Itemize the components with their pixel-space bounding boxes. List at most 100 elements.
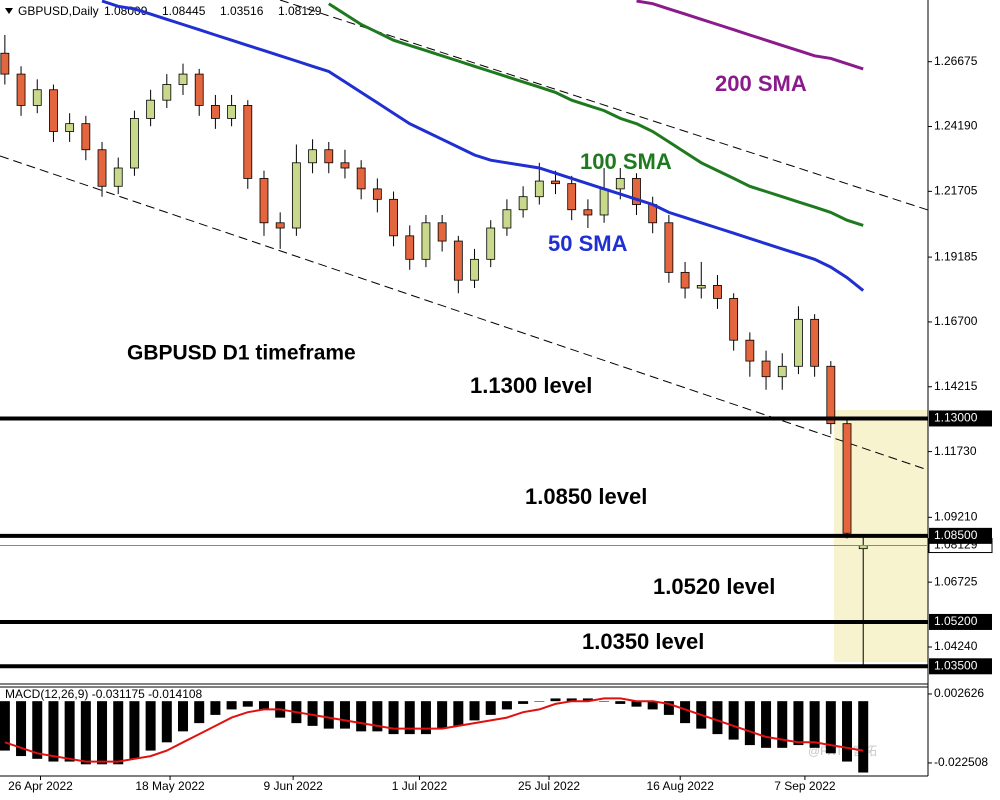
menu-triangle[interactable] [5, 8, 13, 14]
macd-bar [663, 701, 674, 715]
macd-bar [356, 701, 367, 732]
candle-body [32, 89, 42, 106]
macd-bar [113, 701, 124, 765]
level-annotation: 1.0350 level [582, 629, 704, 654]
candle-body [227, 104, 236, 119]
timeframe-label: GBPUSD D1 timeframe [127, 342, 356, 365]
macd-bar [793, 701, 804, 746]
macd-bar [842, 701, 853, 762]
candle-body [49, 89, 58, 132]
candle-body [810, 318, 820, 367]
y-tick-label: 1.11730 [934, 444, 977, 458]
macd-bar [210, 701, 221, 715]
candle-body [502, 209, 512, 229]
candle-body [259, 178, 269, 224]
macd-bar [485, 701, 496, 715]
x-tick-label: 26 Apr 2022 [8, 779, 73, 793]
y-tick-label: 1.06725 [934, 574, 978, 588]
level-axis-label: 1.13000 [934, 411, 978, 425]
macd-bar [97, 701, 108, 765]
macd-bar [372, 701, 383, 732]
macd-bar [777, 701, 788, 748]
level-axis-label: 1.03500 [934, 658, 978, 672]
macd-bar [728, 701, 739, 740]
macd-title: MACD(12,26,9) -0.031175 -0.014108 [5, 687, 203, 701]
macd-bar [16, 701, 27, 757]
y-tick-label: 0.002626 [934, 686, 984, 700]
macd-bar [339, 701, 350, 729]
candle-body [486, 227, 496, 260]
y-tick-label: -0.022508 [934, 755, 988, 769]
macd-bar [566, 698, 577, 702]
macd-bar [550, 698, 561, 702]
macd-bar [761, 701, 772, 748]
candle-body [356, 167, 366, 190]
level-box [929, 527, 992, 544]
candle-body [97, 149, 107, 187]
y-tick-label: 1.16700 [934, 314, 978, 328]
level-annotation: 1.1300 level [470, 373, 592, 398]
candle-body [794, 318, 803, 367]
candle-body [130, 118, 139, 169]
level-axis-label: 1.05200 [934, 614, 978, 628]
sma-label: 200 SMA [715, 71, 807, 96]
candle-body [275, 222, 285, 229]
candle-body [291, 162, 301, 229]
candle-body [308, 149, 317, 164]
candle-body [162, 84, 172, 101]
candle-body [567, 183, 577, 211]
candle-body [324, 149, 334, 164]
level-annotation: 1.0520 level [653, 574, 775, 599]
candle-body [713, 285, 722, 299]
candle-body [453, 240, 463, 281]
sma-line [636, 0, 864, 71]
candle-body [696, 285, 706, 289]
level-box [929, 658, 992, 675]
sma-label: 50 SMA [548, 231, 628, 256]
macd-bar [744, 701, 755, 746]
level-axis-label: 1.08500 [934, 528, 978, 542]
candle-body [615, 178, 625, 190]
macd-bar [0, 701, 10, 751]
x-tick-label: 25 Jul 2022 [518, 779, 580, 793]
candle-body [178, 73, 188, 85]
header-value: 1.03516 [220, 4, 264, 18]
macd-bar [194, 701, 205, 724]
candle-body [680, 271, 690, 289]
macd-bar [453, 701, 464, 726]
candle-body [470, 258, 479, 281]
header-value: 1.08445 [162, 4, 206, 18]
macd-bar [64, 701, 75, 762]
macd-bar [809, 701, 820, 748]
x-tick-label: 16 Aug 2022 [647, 779, 715, 793]
macd-bar [582, 698, 593, 702]
macd-bar [501, 701, 512, 710]
symbol: GBPUSD,Daily [18, 4, 99, 18]
y-tick-label: 1.24190 [934, 119, 978, 133]
x-tick-label: 1 Jul 2022 [392, 779, 448, 793]
candle-body [534, 180, 544, 198]
y-tick-label: 1.26675 [934, 54, 978, 68]
candle-body [405, 235, 415, 260]
y-tick-label: 1.09210 [934, 510, 978, 524]
candle-body [745, 339, 755, 362]
candle-body [729, 298, 739, 341]
macd-bar [404, 701, 415, 735]
candle-body [243, 104, 253, 179]
x-tick-label: 18 May 2022 [135, 779, 205, 793]
y-tick-label: 1.14215 [934, 379, 978, 393]
macd-bar [307, 701, 318, 726]
macd-bar [647, 701, 658, 710]
candle-body [632, 178, 641, 205]
candle-body [0, 52, 10, 75]
macd-bar [420, 701, 431, 735]
macd-bar [32, 701, 43, 759]
header-value: 1.08009 [104, 4, 148, 18]
level-annotation: 1.0850 level [525, 484, 647, 509]
macd-bar [518, 701, 529, 704]
header-value: 1.08129 [278, 4, 322, 18]
candle-body [421, 222, 431, 260]
candle-body [437, 222, 447, 242]
